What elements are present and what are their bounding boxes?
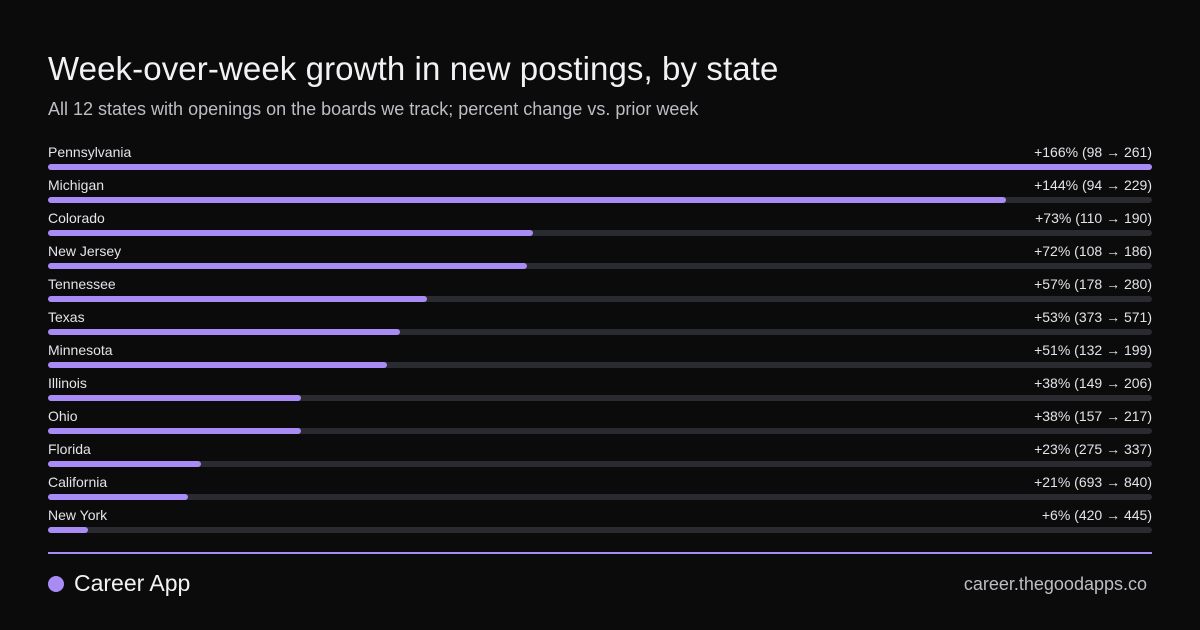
bar-label: Ohio: [48, 408, 78, 424]
bar-track: [48, 197, 1152, 203]
bar-row: Tennessee +57% (178 → 280): [48, 274, 1152, 307]
bar-track: [48, 230, 1152, 236]
bar-row: Illinois +38% (149 → 206): [48, 373, 1152, 406]
bar-data-label: +6% (420 → 445): [1041, 507, 1152, 523]
bar-label: Florida: [48, 441, 91, 457]
chart-subtitle: All 12 states with openings on the board…: [48, 99, 699, 119]
bar-track: [48, 296, 1152, 302]
bar: [48, 329, 401, 335]
bar: [48, 263, 527, 269]
bar-track: [48, 263, 1152, 269]
bar-row: Pennsylvania +166% (98 → 261): [48, 142, 1152, 175]
bar: [48, 296, 428, 302]
bar-chart: Pennsylvania +166% (98 → 261) Michigan +144…: [48, 142, 1152, 538]
bar-data-label: +38% (157 → 217): [1034, 408, 1152, 424]
bar: [48, 230, 534, 236]
bar-row: Florida +23% (275 → 337): [48, 439, 1152, 472]
bar-row: New York +6% (420 → 445): [48, 505, 1152, 538]
bar: [48, 494, 188, 500]
bar-label: Illinois: [48, 375, 87, 391]
bar-row: New Jersey +72% (108 → 186): [48, 241, 1152, 274]
bar-data-label: +73% (110 → 190): [1035, 210, 1152, 226]
bar-row: Minnesota +51% (132 → 199): [48, 340, 1152, 373]
bar-label: Colorado: [48, 210, 105, 226]
chart-title: Week-over-week growth in new postings, b…: [48, 50, 779, 87]
bar: [48, 527, 88, 533]
bar-row: Colorado +73% (110 → 190): [48, 208, 1152, 241]
bar-label: California: [48, 474, 108, 490]
bar-label: Minnesota: [48, 342, 113, 358]
bar-data-label: +23% (275 → 337): [1034, 441, 1152, 457]
bar-track: [48, 428, 1152, 434]
bar: [48, 395, 301, 401]
bar: [48, 428, 301, 434]
bar-track: [48, 395, 1152, 401]
bar-label: Pennsylvania: [48, 144, 132, 160]
bar-track: [48, 362, 1152, 368]
bar-row: California +21% (693 → 840): [48, 472, 1152, 505]
bar-track: [48, 461, 1152, 467]
brand-name: Career App: [74, 570, 191, 596]
bar-row: Ohio +38% (157 → 217): [48, 406, 1152, 439]
bar-data-label: +72% (108 → 186): [1034, 243, 1152, 259]
bar: [48, 362, 388, 368]
bar: [48, 164, 1152, 170]
bar-data-label: +38% (149 → 206): [1034, 375, 1152, 391]
footer-divider: [48, 552, 1152, 554]
brand-url: career.thegoodapps.co: [963, 574, 1147, 594]
bar-track: [48, 329, 1152, 335]
bar-label: New Jersey: [48, 243, 122, 259]
bar-data-label: +51% (132 → 199): [1034, 342, 1152, 358]
bar-data-label: +144% (94 → 229): [1034, 177, 1152, 193]
bar-row: Texas +53% (373 → 571): [48, 307, 1152, 340]
bar-track: [48, 527, 1152, 533]
bar-data-label: +57% (178 → 280): [1034, 276, 1152, 292]
bar-label: New York: [48, 507, 108, 523]
bar-track: [48, 164, 1152, 170]
bar-row: Michigan +144% (94 → 229): [48, 175, 1152, 208]
brand-logo-dot: [48, 576, 64, 592]
bar-data-label: +166% (98 → 261): [1034, 144, 1152, 160]
bar: [48, 197, 1006, 203]
bar-data-label: +21% (693 → 840): [1034, 474, 1152, 490]
bar-label: Michigan: [48, 177, 105, 193]
bar-data-label: +53% (373 → 571): [1034, 309, 1152, 325]
bar: [48, 461, 201, 467]
bar-label: Texas: [48, 309, 85, 325]
bar-label: Tennessee: [48, 276, 116, 292]
bar-track: [48, 494, 1152, 500]
